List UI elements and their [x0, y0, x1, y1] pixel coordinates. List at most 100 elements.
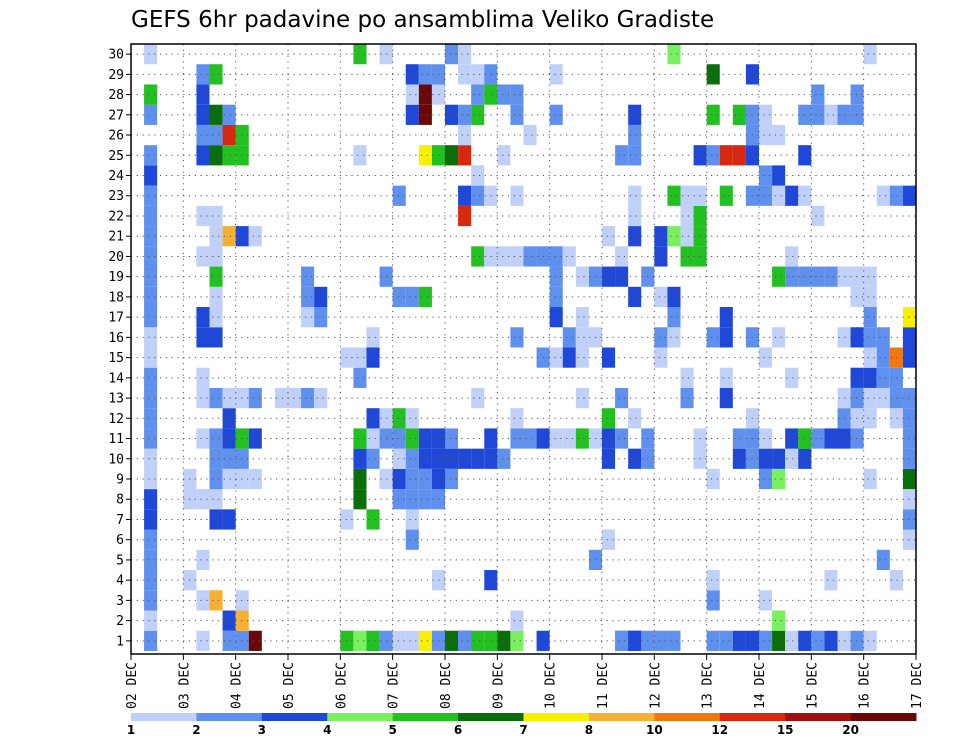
heatmap-cell [785, 448, 799, 469]
heatmap-cell [222, 428, 236, 449]
heatmap-cell [811, 84, 825, 105]
heatmap-cell [549, 286, 563, 308]
y-tick-label: 5 [116, 553, 124, 568]
y-tick-label: 26 [108, 129, 124, 144]
heatmap-cell [379, 428, 393, 449]
heatmap-cell [274, 387, 288, 409]
heatmap-cell [837, 408, 851, 429]
heatmap-cell [497, 630, 511, 651]
heatmap-cell [196, 428, 210, 449]
heatmap-cell [575, 428, 589, 449]
heatmap-cell [222, 509, 236, 530]
heatmap-cell [654, 246, 668, 267]
heatmap-cell [667, 630, 681, 651]
heatmap-cell [144, 205, 158, 227]
heatmap-cell [353, 145, 367, 166]
y-tick-label: 19 [108, 270, 124, 285]
heatmap-cell [863, 387, 877, 409]
cells-layer [144, 44, 916, 651]
heatmap-cell [144, 549, 158, 571]
heatmap-cell [876, 347, 890, 368]
heatmap-cell [602, 529, 616, 550]
heatmap-cell [222, 104, 236, 125]
heatmap-cell [654, 630, 668, 651]
x-tick-label: 07 DEC [387, 662, 402, 709]
heatmap-cell [445, 448, 459, 469]
heatmap-cell [902, 468, 916, 490]
heatmap-cell [863, 286, 877, 308]
heatmap-cell [471, 84, 485, 105]
heatmap-cell [706, 145, 720, 166]
heatmap-cell [144, 529, 158, 550]
heatmap-cell [523, 428, 537, 449]
heatmap-cell [863, 367, 877, 388]
heatmap-cell [510, 246, 524, 267]
heatmap-cell [510, 327, 524, 348]
heatmap-cell [615, 145, 629, 166]
heatmap-cell [392, 408, 406, 429]
heatmap-cell [902, 428, 916, 449]
heatmap-cell [654, 286, 668, 308]
heatmap-cell [209, 489, 223, 510]
heatmap-cell [863, 44, 877, 65]
x-tick-label: 04 DEC [230, 662, 245, 709]
heatmap-cell [785, 266, 799, 287]
y-axis: 1234567891011121314151617181920212223242… [108, 48, 131, 649]
heatmap-cell [405, 64, 419, 85]
heatmap-cell [405, 489, 419, 510]
heatmap-cell [549, 246, 563, 267]
colorbar-label: 20 [842, 723, 859, 737]
heatmap-cell [902, 387, 916, 409]
colorbar-label: 4 [323, 723, 331, 737]
heatmap-cell [458, 448, 472, 469]
x-tick-label: 06 DEC [334, 662, 349, 709]
heatmap-cell [301, 307, 315, 328]
heatmap-cell [445, 145, 459, 166]
heatmap-cell [144, 165, 158, 186]
heatmap-cell [471, 185, 485, 206]
y-tick-label: 4 [116, 574, 124, 589]
heatmap-cell [379, 266, 393, 287]
heatmap-cell [209, 124, 223, 146]
heatmap-cell [772, 610, 786, 631]
heatmap-cell [379, 44, 393, 65]
x-tick-label: 17 DEC [910, 662, 925, 709]
heatmap-cell [458, 145, 472, 166]
heatmap-cell [889, 185, 903, 206]
colorbar-label: 6 [454, 723, 462, 737]
heatmap-cell [706, 570, 720, 591]
y-tick-label: 15 [108, 351, 124, 366]
heatmap-cell [144, 266, 158, 287]
heatmap-cell [144, 246, 158, 267]
heatmap-cell [353, 468, 367, 490]
heatmap-cell [353, 448, 367, 469]
heatmap-cell [628, 145, 642, 166]
heatmap-cell [824, 630, 838, 651]
heatmap-cell [144, 509, 158, 530]
heatmap-cell [549, 428, 563, 449]
heatmap-cell [418, 145, 432, 166]
heatmap-cell [811, 630, 825, 651]
heatmap-cell [379, 468, 393, 490]
heatmap-cell [889, 570, 903, 591]
heatmap-cell [889, 408, 903, 429]
heatmap-cell [602, 408, 616, 429]
heatmap-cell [209, 286, 223, 308]
heatmap-cell [772, 124, 786, 146]
heatmap-cell [144, 286, 158, 308]
colorbar-label: 12 [711, 723, 728, 737]
heatmap-cell [863, 327, 877, 348]
heatmap-cell [759, 448, 773, 469]
heatmap-cell [418, 84, 432, 105]
heatmap-cell [144, 590, 158, 611]
heatmap-cell [772, 266, 786, 287]
heatmap-cell [366, 428, 380, 449]
heatmap-cell [759, 185, 773, 206]
heatmap-cell [549, 266, 563, 287]
heatmap-cell [510, 610, 524, 631]
heatmap-cell [667, 226, 681, 247]
heatmap-cell [863, 630, 877, 651]
heatmap-cell [445, 428, 459, 449]
heatmap-cell [458, 630, 472, 651]
heatmap-cell [902, 448, 916, 469]
